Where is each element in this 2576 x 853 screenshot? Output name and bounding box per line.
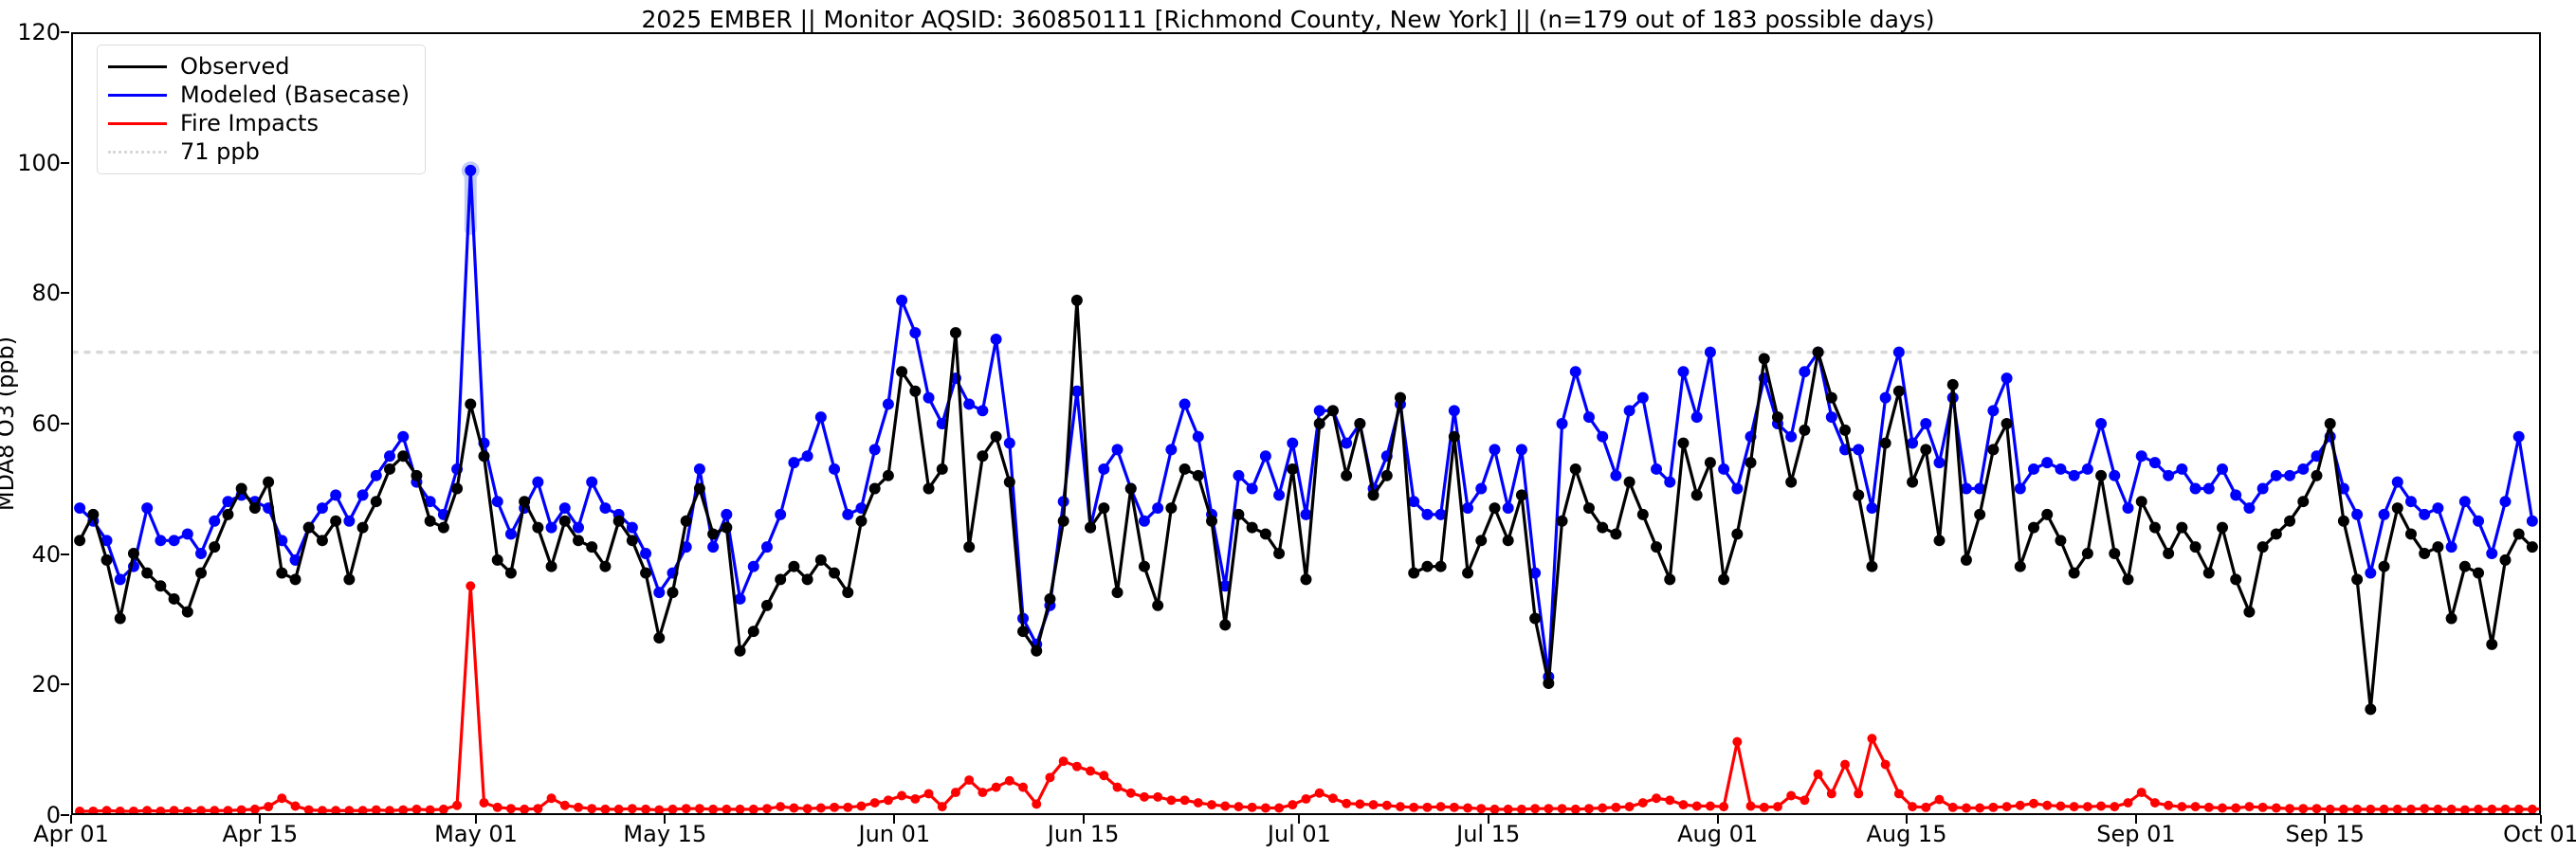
y-tick-mark [61,31,69,33]
legend-key-modeled-line [108,93,167,97]
x-tick-mark [664,815,667,824]
x-tick-label: Sep 01 [2096,821,2176,847]
series-canvas [73,161,2539,813]
y-tick-mark [61,814,69,816]
y-tick-label: 80 [31,280,61,307]
x-tick-mark [2324,815,2327,824]
x-tick-label: Jul 15 [1456,821,1521,847]
legend-label-fire: Fire Impacts [180,110,319,136]
x-tick-mark [2540,815,2542,824]
x-tick-label: Jun 01 [858,821,931,847]
x-tick-label: Aug 15 [1866,821,1947,847]
x-tick-mark [475,815,478,824]
legend-key-fire-line [108,121,167,125]
chart-title: 2025 EMBER || Monitor AQSID: 360850111 [… [641,6,1935,33]
x-tick-label: Jul 01 [1267,821,1331,847]
x-tick-label: May 01 [434,821,518,847]
legend-key-observed-line [108,64,167,68]
x-tick-mark [1716,815,1719,824]
y-tick-label: 120 [17,19,61,45]
y-tick-label: 40 [31,540,61,568]
legend-label-threshold: 71 ppb [180,138,260,165]
legend-item-fire: Fire Impacts [108,109,410,137]
legend-item-observed: Observed [108,52,410,81]
legend-item-modeled: Modeled (Basecase) [108,81,410,109]
y-tick-label: 100 [17,149,61,176]
x-tick-label: Sep 15 [2285,821,2365,847]
x-tick-mark [893,815,896,824]
y-tick-mark [61,553,69,555]
legend-label-modeled: Modeled (Basecase) [180,82,411,108]
x-tick-mark [1298,815,1301,824]
x-tick-mark [1487,815,1489,824]
x-tick-label: May 15 [623,821,707,847]
legend-label-observed: Observed [180,53,290,80]
legend: Observed Modeled (Basecase) Fire Impacts… [97,45,427,174]
y-tick-mark [61,292,69,295]
x-tick-label: Apr 15 [222,821,299,847]
legend-item-threshold: 71 ppb [108,137,410,166]
series-fire-impacts [75,581,2539,813]
x-tick-mark [1082,815,1085,824]
y-tick-label: 20 [31,671,61,699]
legend-key-threshold-line [108,150,167,154]
x-tick-label: Oct 01 [2503,821,2576,847]
series-modeled-basecase [74,164,2538,683]
x-tick-mark [259,815,262,824]
plot-area: Observed Modeled (Basecase) Fire Impacts… [71,32,2541,815]
x-tick-label: Aug 01 [1677,821,1759,847]
x-tick-label: Jun 15 [1047,821,1120,847]
y-tick-mark [61,423,69,425]
x-tick-mark [1905,815,1908,824]
y-tick-label: 60 [31,410,61,437]
x-tick-label: Apr 01 [33,821,109,847]
series-observed [74,294,2538,716]
x-tick-mark [70,815,72,824]
x-tick-mark [2134,815,2137,824]
y-tick-mark [61,683,69,686]
y-tick-label: 0 [46,802,61,828]
y-tick-mark [61,161,69,164]
